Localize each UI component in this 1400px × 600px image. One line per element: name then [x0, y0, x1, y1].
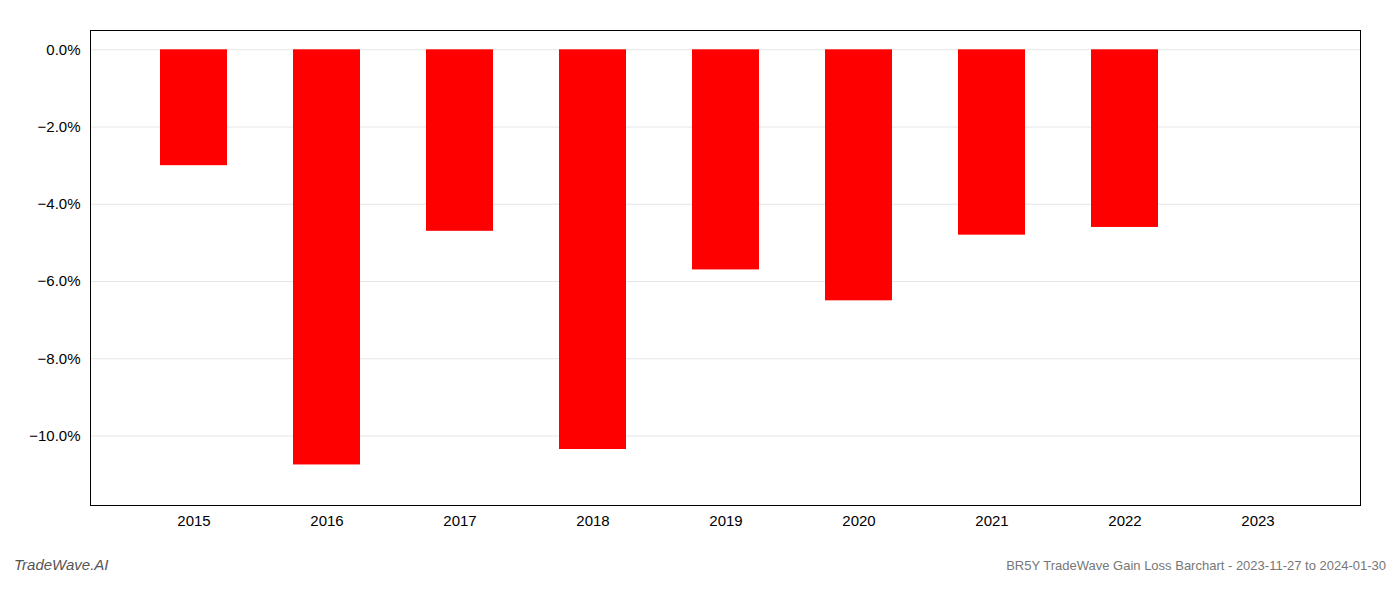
- svg-text:0.0%: 0.0%: [46, 41, 80, 58]
- svg-text:2015: 2015: [177, 512, 210, 529]
- svg-text:2019: 2019: [709, 512, 742, 529]
- svg-text:2018: 2018: [576, 512, 609, 529]
- svg-text:−4.0%: −4.0%: [38, 195, 81, 212]
- svg-text:2021: 2021: [975, 512, 1008, 529]
- svg-text:−10.0%: −10.0%: [29, 427, 80, 444]
- svg-text:2023: 2023: [1241, 512, 1274, 529]
- svg-text:−6.0%: −6.0%: [38, 272, 81, 289]
- svg-text:−2.0%: −2.0%: [38, 118, 81, 135]
- svg-text:2022: 2022: [1108, 512, 1141, 529]
- svg-text:2016: 2016: [310, 512, 343, 529]
- html-text:BR5Y TradeWave Gain Loss Barch: BR5Y TradeWave Gain Loss Barchart - 2023…: [1006, 558, 1386, 573]
- svg-text:−8.0%: −8.0%: [38, 350, 81, 367]
- svg-text:2020: 2020: [842, 512, 875, 529]
- svg-text:2017: 2017: [443, 512, 476, 529]
- html-text:TradeWave.AI: TradeWave.AI: [14, 556, 109, 573]
